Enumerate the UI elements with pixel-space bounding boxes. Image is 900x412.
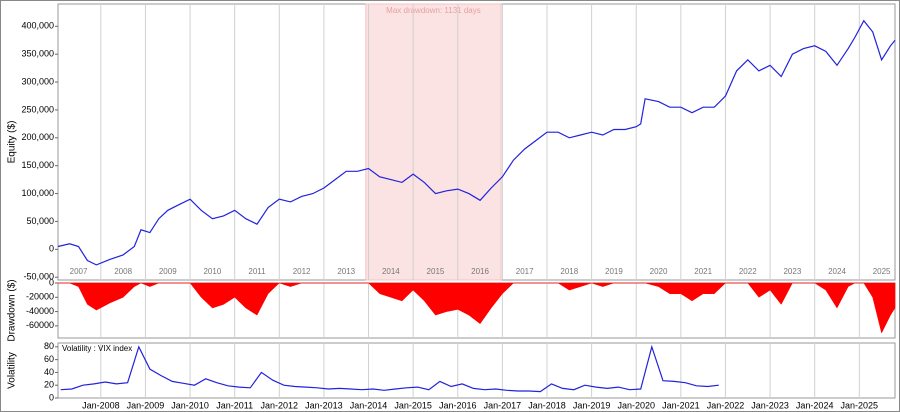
- x-tick-label: Jan-2025: [841, 400, 879, 410]
- y-tick-label: 400,000: [21, 21, 54, 31]
- x-tick-label: Jan-2017: [484, 400, 522, 410]
- y-tick-label: 350,000: [21, 49, 54, 59]
- x-tick-label: Jan-2019: [573, 400, 611, 410]
- plot-area: [57, 342, 896, 399]
- x-tick-label: Jan-2018: [528, 400, 566, 410]
- x-tick-label: 2015: [427, 267, 445, 276]
- y-axis-label: Volatility: [7, 352, 18, 389]
- x-tick-label: Jan-2008: [82, 400, 120, 410]
- x-tick-label: 2014: [382, 267, 400, 276]
- x-tick-label: Jan-2010: [171, 400, 209, 410]
- x-tick-label: Jan-2012: [261, 400, 299, 410]
- drawdown-area: [58, 282, 896, 334]
- y-tick-label: 150,000: [21, 160, 54, 170]
- y-tick-label: 60: [44, 354, 54, 364]
- x-tick-label: 2021: [694, 267, 712, 276]
- x-tick-label: Jan-2016: [439, 400, 477, 410]
- y-tick-label: 100,000: [21, 188, 54, 198]
- y-tick-label: -50,000: [23, 272, 54, 282]
- y-tick-label: -20000: [26, 292, 54, 302]
- y-tick-label: 0: [49, 244, 54, 254]
- x-tick-label: 2008: [114, 267, 132, 276]
- x-tick-label: 2009: [159, 267, 177, 276]
- x-tick-label: 2013: [337, 267, 355, 276]
- x-tick-label: Jan-2024: [796, 400, 834, 410]
- y-tick-label: 250,000: [21, 104, 54, 114]
- x-tick-label: Jan-2023: [751, 400, 789, 410]
- series-line: [60, 344, 719, 393]
- legend-label: Volatility : VIX index: [62, 344, 132, 353]
- y-tick-label: -60000: [26, 320, 54, 330]
- y-tick-label: 0: [49, 392, 54, 402]
- y-tick-label: -40000: [26, 306, 54, 316]
- x-tick-label: 2025: [873, 267, 891, 276]
- y-axis-label: Equity ($): [7, 121, 18, 164]
- x-tick-label: Jan-2015: [394, 400, 432, 410]
- x-tick-label: 2020: [650, 267, 668, 276]
- y-tick-label: 40: [44, 367, 54, 377]
- x-tick-label: 2012: [293, 267, 311, 276]
- x-tick-label: 2023: [783, 267, 801, 276]
- y-tick-label: 0: [49, 277, 54, 287]
- x-tick-label: 2016: [471, 267, 489, 276]
- y-tick-label: 20: [44, 380, 54, 390]
- x-tick-label: Jan-2011: [216, 400, 253, 410]
- x-tick-label: Jan-2013: [305, 400, 343, 410]
- highlight-region: [365, 3, 502, 281]
- equity-line: [57, 19, 896, 266]
- y-axis-label: Drawdown ($): [7, 279, 18, 341]
- x-tick-label: 2019: [605, 267, 623, 276]
- y-tick-label: 200,000: [21, 132, 54, 142]
- x-tick-label: 2007: [70, 267, 88, 276]
- annotation: Max drawdown: 1131 days: [386, 6, 481, 15]
- x-tick-label: Jan-2022: [707, 400, 745, 410]
- x-tick-label: Jan-2009: [127, 400, 165, 410]
- x-tick-label: Jan-2020: [617, 400, 655, 410]
- x-tick-label: 2017: [516, 267, 534, 276]
- x-tick-label: 2011: [248, 267, 266, 276]
- x-tick-label: 2022: [739, 267, 757, 276]
- x-tick-label: Jan-2021: [662, 400, 700, 410]
- x-tick-label: 2010: [203, 267, 221, 276]
- x-tick-label: Jan-2014: [350, 400, 388, 410]
- y-tick-label: 50,000: [26, 216, 54, 226]
- y-tick-label: 80: [44, 341, 54, 351]
- x-tick-label: 2018: [560, 267, 578, 276]
- y-tick-label: 300,000: [21, 76, 54, 86]
- x-tick-label: 2024: [828, 267, 846, 276]
